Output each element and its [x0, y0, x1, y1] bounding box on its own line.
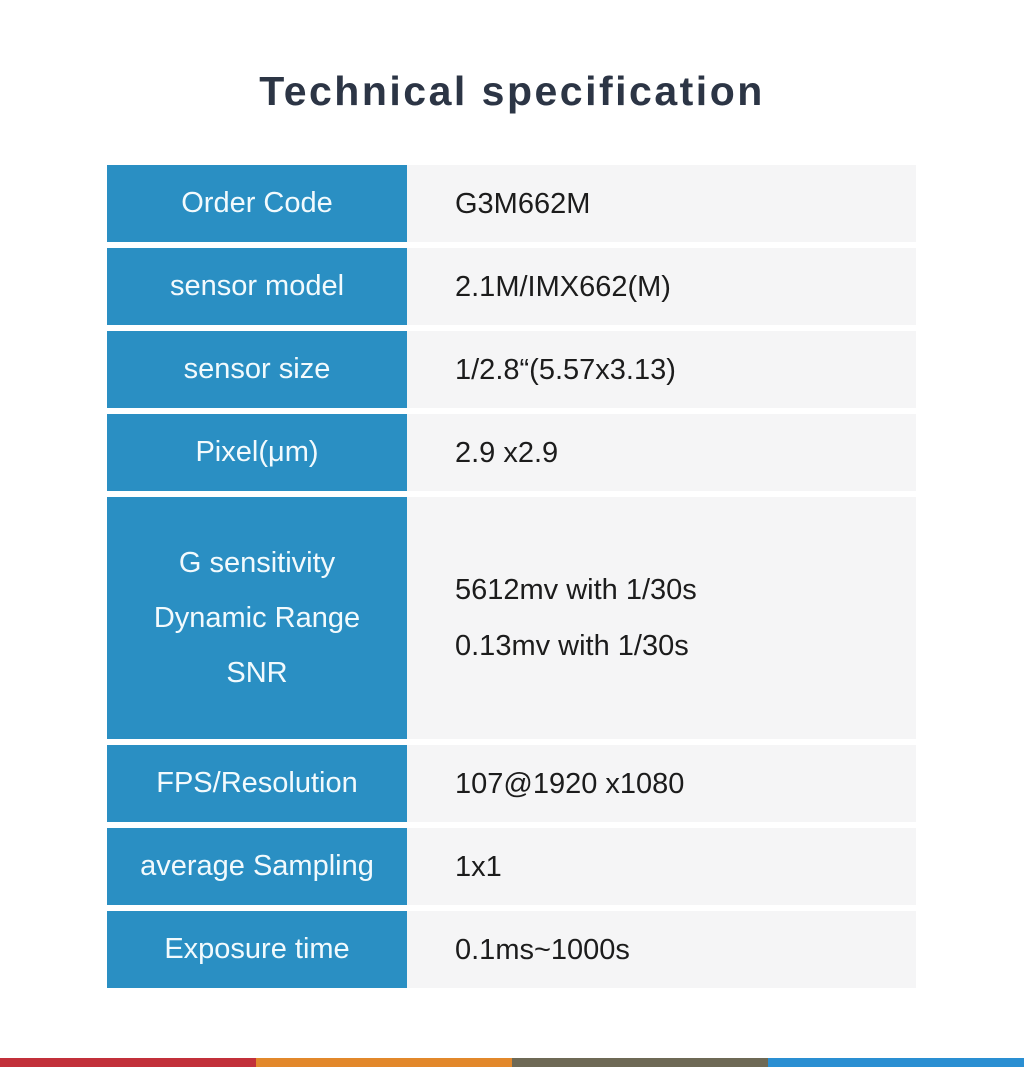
spec-value-line: 5612mv with 1/30s [455, 574, 697, 606]
table-row: sensor size 1/2.8“(5.57x3.13) [107, 331, 916, 408]
stripe-segment-blue [768, 1058, 1024, 1067]
spec-value-sensitivity-dr-snr: 5612mv with 1/30s 0.13mv with 1/30s [407, 497, 916, 739]
spec-value-sensor-size: 1/2.8“(5.57x3.13) [407, 331, 916, 408]
stripe-segment-red [0, 1058, 256, 1067]
table-row: Exposure time 0.1ms~1000s [107, 911, 916, 988]
spec-label-sensitivity-dr-snr: G sensitivity Dynamic Range SNR [107, 497, 407, 739]
spec-label-pixel: Pixel(μm) [107, 414, 407, 491]
spec-label-line: SNR [226, 656, 288, 689]
spec-value-fps-resolution: 107@1920 x1080 [407, 745, 916, 822]
spec-label-fps-resolution: FPS/Resolution [107, 745, 407, 822]
spec-value-average-sampling: 1x1 [407, 828, 916, 905]
page-title: Technical specification [259, 68, 765, 114]
footer-accent-stripe [0, 1058, 1024, 1067]
stripe-segment-orange [256, 1058, 512, 1067]
table-row: Order Code G3M662M [107, 165, 916, 242]
spec-value-line: 0.13mv with 1/30s [455, 630, 689, 662]
spec-label-line: G sensitivity [178, 546, 336, 579]
table-row: G sensitivity Dynamic Range SNR 5612mv w… [107, 497, 916, 739]
table-row: FPS/Resolution 107@1920 x1080 [107, 745, 916, 822]
spec-label-sensor-size: sensor size [107, 331, 407, 408]
spec-value-sensor-model: 2.1M/IMX662(M) [407, 248, 916, 325]
stripe-segment-olive [512, 1058, 768, 1067]
spec-value-pixel: 2.9 x2.9 [407, 414, 916, 491]
table-row: Pixel(μm) 2.9 x2.9 [107, 414, 916, 491]
spec-table: Order Code G3M662M sensor model 2.1M/IMX… [107, 165, 916, 994]
spec-label-average-sampling: average Sampling [107, 828, 407, 905]
spec-label-line: Dynamic Range [153, 601, 361, 634]
spec-value-order-code: G3M662M [407, 165, 916, 242]
spec-label-exposure-time: Exposure time [107, 911, 407, 988]
spec-value-exposure-time: 0.1ms~1000s [407, 911, 916, 988]
spec-label-sensor-model: sensor model [107, 248, 407, 325]
table-row: average Sampling 1x1 [107, 828, 916, 905]
table-row: sensor model 2.1M/IMX662(M) [107, 248, 916, 325]
spec-label-order-code: Order Code [107, 165, 407, 242]
